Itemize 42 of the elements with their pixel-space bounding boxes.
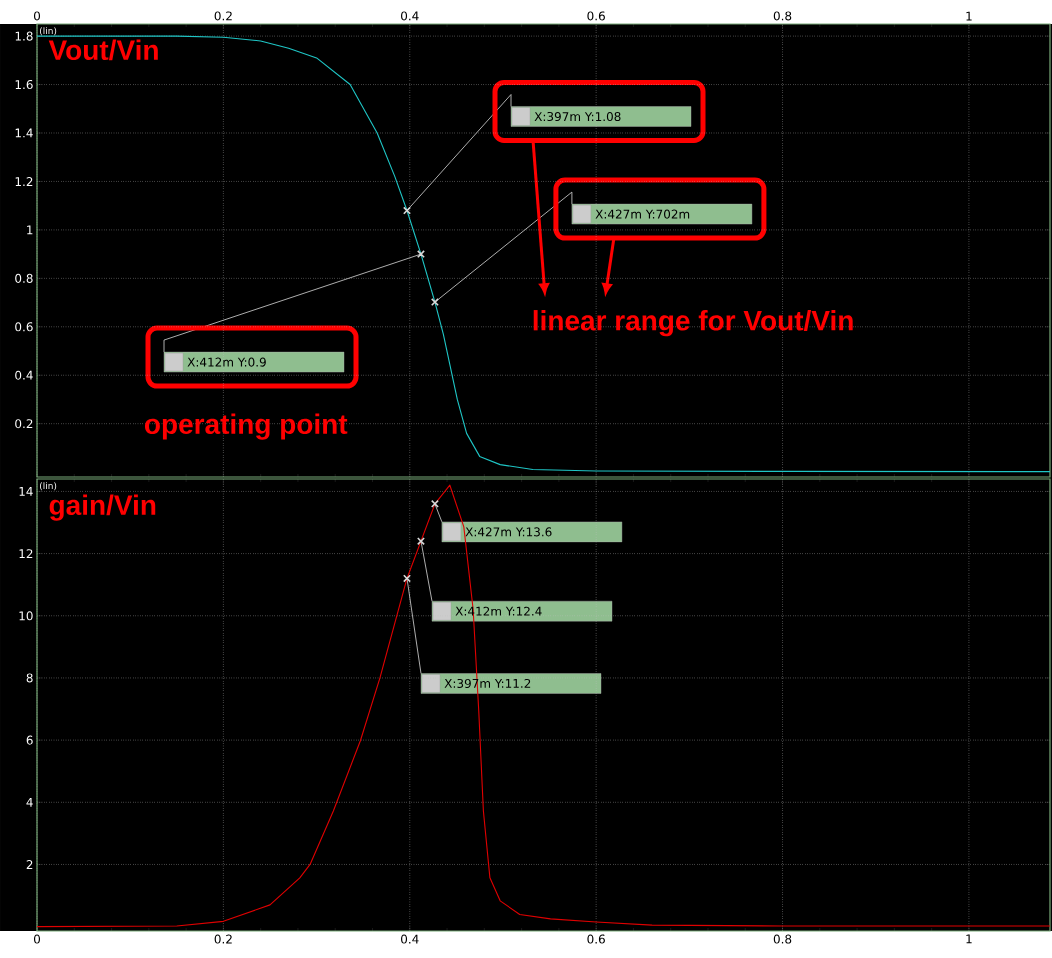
annotation: operating point <box>144 413 348 440</box>
y-tick-label: 1.8 <box>15 31 33 41</box>
x-tick-label: 0.6 <box>587 11 605 21</box>
text: gain/Vin <box>49 494 156 521</box>
y-tick-label: 1 <box>27 225 33 235</box>
y-tick-label: 10 <box>19 611 33 621</box>
y-tick-label: 1.6 <box>15 80 33 90</box>
x-tick-label: 0 <box>33 11 41 21</box>
annotation: X:427m Y:702m <box>595 209 690 219</box>
x-tick-label: 0 <box>33 934 41 944</box>
annotation: X:412m Y:0.9 <box>187 357 266 367</box>
x-tick-label: 0.2 <box>214 11 232 21</box>
chart-title: Vout/Vin <box>48 39 158 61</box>
annotation: X:427m Y:13.6 <box>465 527 552 537</box>
line-series <box>36 35 1051 473</box>
x-tick-label: 0.8 <box>773 934 792 944</box>
y-tick-label: 0.2 <box>15 419 33 429</box>
y-tick-label: 2 <box>26 860 33 869</box>
y-axis-title: (lin) <box>39 27 57 36</box>
x-tick-label: 0.4 <box>401 11 419 21</box>
point <box>430 499 439 508</box>
y-tick-label: 1.4 <box>15 128 33 138</box>
y-tick-label: 14 <box>19 487 33 496</box>
y-axis-title: (lin) <box>39 482 57 491</box>
x-tick-label: 0.8 <box>773 11 792 21</box>
y-tick-label: 0.6 <box>15 322 33 332</box>
x-tick-label: 0.6 <box>587 934 605 944</box>
y-tick-label: 6 <box>26 735 33 745</box>
x-tick-label: 0.2 <box>214 934 232 944</box>
annotation: linear range for Vout/Vin <box>533 310 853 337</box>
y-tick-label: 0.8 <box>15 273 33 283</box>
y-tick-label: 1.2 <box>15 176 33 186</box>
point <box>416 537 425 546</box>
line-series <box>36 484 1051 928</box>
y-tick-label: 8 <box>26 673 33 683</box>
y-tick-label: 4 <box>26 797 33 807</box>
x-tick-label: 1 <box>966 934 972 944</box>
annotation: X:397m Y:1.08 <box>534 111 621 122</box>
y-tick-label: 12 <box>19 549 33 559</box>
x-tick-label: 1 <box>966 11 972 21</box>
x-tick-label: 0.4 <box>401 934 419 944</box>
y-tick-label: 0.4 <box>15 370 33 380</box>
